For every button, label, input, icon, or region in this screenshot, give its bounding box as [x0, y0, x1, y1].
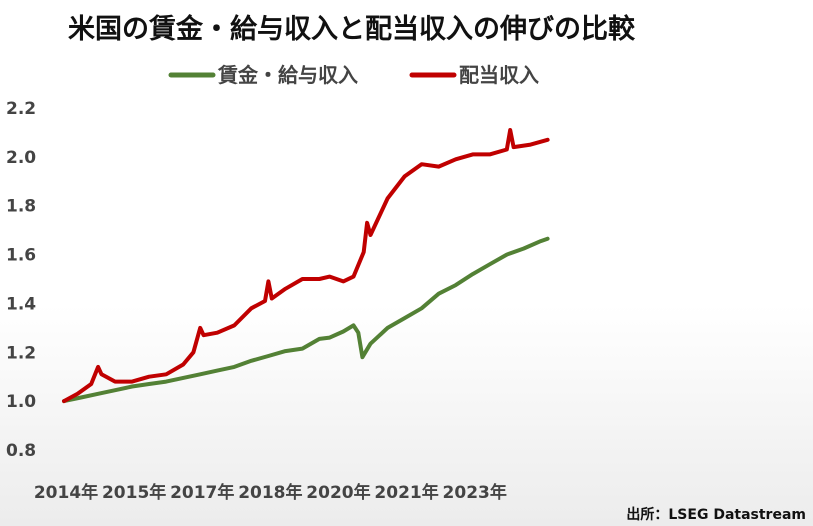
x-axis-ticks: 2014年 2015年 2017年 2018年 2020年 2021年 2023年 [34, 482, 507, 503]
source-note: 出所：LSEG Datastream [626, 506, 806, 523]
legend: 賃金・給与収入 配当収入 [168, 63, 539, 87]
y-tick-label: 1.6 [6, 246, 36, 266]
x-tick-label: 2020年 [306, 482, 370, 503]
y-tick-label: 1.0 [6, 392, 36, 412]
legend-label-wages: 賃金・給与収入 [217, 63, 358, 87]
x-tick-label: 2018年 [238, 482, 302, 503]
series-layer [62, 128, 550, 404]
series-line-wages [62, 236, 550, 404]
legend-label-dividends: 配当収入 [459, 63, 539, 87]
y-tick-label: 0.8 [6, 441, 36, 461]
y-tick-label: 2.2 [6, 99, 36, 119]
x-tick-label: 2017年 [170, 482, 234, 503]
x-tick-label: 2014年 [34, 482, 98, 503]
x-tick-label: 2023年 [443, 482, 507, 503]
y-axis-ticks: 0.8 1.0 1.2 1.4 1.6 1.8 2.0 2.2 [6, 99, 36, 461]
series-line-dividends [62, 128, 550, 404]
x-tick-label: 2021年 [374, 482, 438, 503]
y-tick-label: 1.4 [6, 294, 36, 314]
y-tick-label: 1.2 [6, 343, 36, 363]
chart-title: 米国の賃金・給与収入と配当収入の伸びの比較 [68, 13, 636, 45]
y-tick-label: 2.0 [6, 148, 36, 168]
y-tick-label: 1.8 [6, 197, 36, 217]
x-tick-label: 2015年 [102, 482, 166, 503]
